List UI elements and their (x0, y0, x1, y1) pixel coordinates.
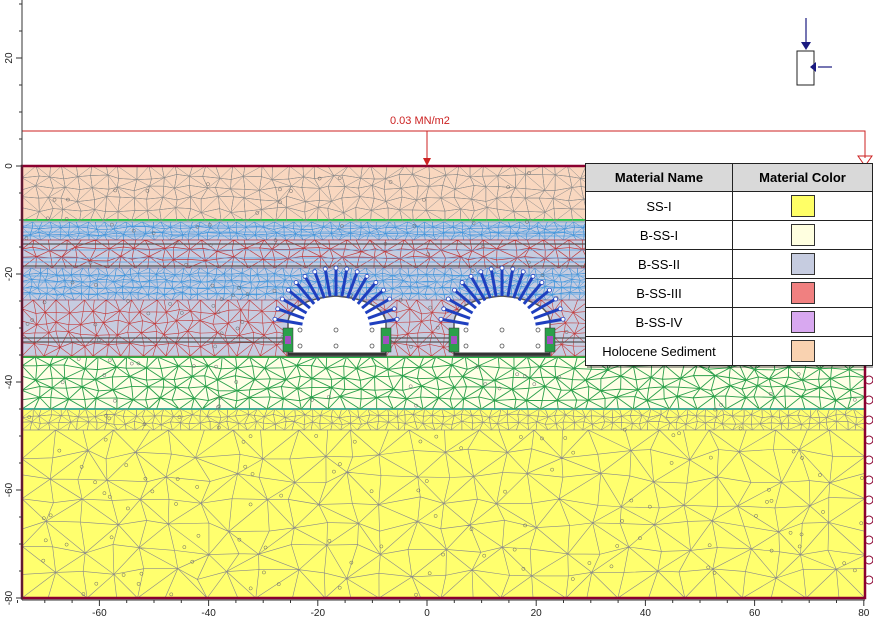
legend-color-swatch (790, 195, 815, 217)
right-boundary-supports (864, 375, 873, 585)
x-tick-label: -20 (311, 608, 326, 619)
y-tick-label: -20 (4, 266, 15, 281)
tunnel-left-lining (287, 295, 387, 357)
axes: -60 -40 -20 0 20 40 60 80 20 0 -20 -40 -60 -80 (4, 0, 870, 619)
legend-color-swatch (790, 311, 815, 333)
x-tick-label: -60 (92, 608, 107, 619)
load-arrow-head (423, 158, 431, 166)
rock-bolts (272, 265, 566, 353)
y-tick-label: 0 (4, 163, 15, 169)
load-label: 0.03 MN/m2 (390, 115, 450, 127)
legend-row: B-SS-IV (585, 307, 873, 337)
tunnel-left[interactable] (287, 295, 387, 357)
legend-color-swatch (790, 224, 815, 246)
y-tick-label: -80 (4, 590, 15, 605)
legend-color-swatch (790, 340, 815, 362)
legend-header-color: Material Color (732, 163, 873, 192)
view-direction-icon[interactable] (796, 18, 832, 86)
legend-color-swatch (790, 253, 815, 275)
legend-material-name: SS-I (585, 191, 733, 221)
y-axis-labels: 20 0 -20 -40 -60 -80 (4, 52, 15, 605)
x-tick-label: 60 (749, 608, 761, 619)
x-tick-label: 80 (858, 608, 870, 619)
legend-material-name: B-SS-III (585, 278, 733, 308)
x-tick-label: 0 (424, 608, 430, 619)
legend-material-name: B-SS-I (585, 220, 733, 250)
load-arrow-head-right (857, 155, 873, 167)
x-tick-label: 20 (531, 608, 543, 619)
x-axis-ticks (17, 600, 865, 606)
legend-material-name: Holocene Sediment (585, 336, 733, 366)
legend-row: B-SS-I (585, 220, 873, 250)
y-axis-ticks (16, 3, 22, 599)
y-tick-label: -60 (4, 482, 15, 497)
x-axis-labels: -60 -40 -20 0 20 40 60 80 (92, 608, 870, 619)
y-tick-label: 20 (4, 52, 15, 64)
distributed-load[interactable]: 0.03 MN/m2 (22, 115, 873, 167)
legend-row: B-SS-II (585, 249, 873, 279)
x-tick-label: 40 (640, 608, 652, 619)
legend-row: Holocene Sediment (585, 336, 873, 366)
legend-material-name: B-SS-II (585, 249, 733, 279)
legend-row: B-SS-III (585, 278, 873, 308)
material-legend: Material Name Material Color SS-I B-SS-I… (585, 163, 873, 366)
x-tick-label: -40 (201, 608, 216, 619)
load-line (22, 130, 866, 158)
legend-header-name: Material Name (585, 163, 733, 192)
legend-color-swatch (790, 282, 815, 304)
legend-material-name: B-SS-IV (585, 307, 733, 337)
legend-row: SS-I (585, 191, 873, 221)
y-tick-label: -40 (4, 374, 15, 389)
